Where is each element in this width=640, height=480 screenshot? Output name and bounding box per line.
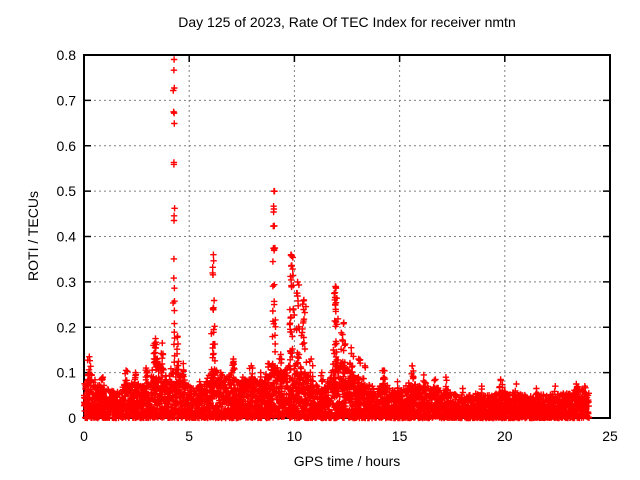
- x-tick-label: 0: [80, 428, 88, 444]
- y-tick-label: 0.8: [57, 47, 77, 63]
- y-tick-label: 0.4: [57, 229, 77, 245]
- y-tick-label: 0.1: [57, 365, 77, 381]
- data-points: [80, 56, 593, 422]
- y-tick-label: 0.5: [57, 183, 77, 199]
- x-tick-label: 15: [392, 428, 408, 444]
- y-tick-label: 0.6: [57, 138, 77, 154]
- x-tick-label: 25: [602, 428, 618, 444]
- x-axis-title: GPS time / hours: [293, 453, 401, 469]
- y-tick-label: 0: [68, 410, 76, 426]
- y-tick-label: 0.2: [57, 319, 77, 335]
- x-tick-label: 5: [185, 428, 193, 444]
- x-tick-label: 20: [497, 428, 513, 444]
- x-tick-label: 10: [287, 428, 303, 444]
- y-tick-label: 0.3: [57, 274, 77, 290]
- chart-title: Day 125 of 2023, Rate Of TEC Index for r…: [178, 14, 516, 30]
- y-tick-label: 0.7: [57, 92, 77, 108]
